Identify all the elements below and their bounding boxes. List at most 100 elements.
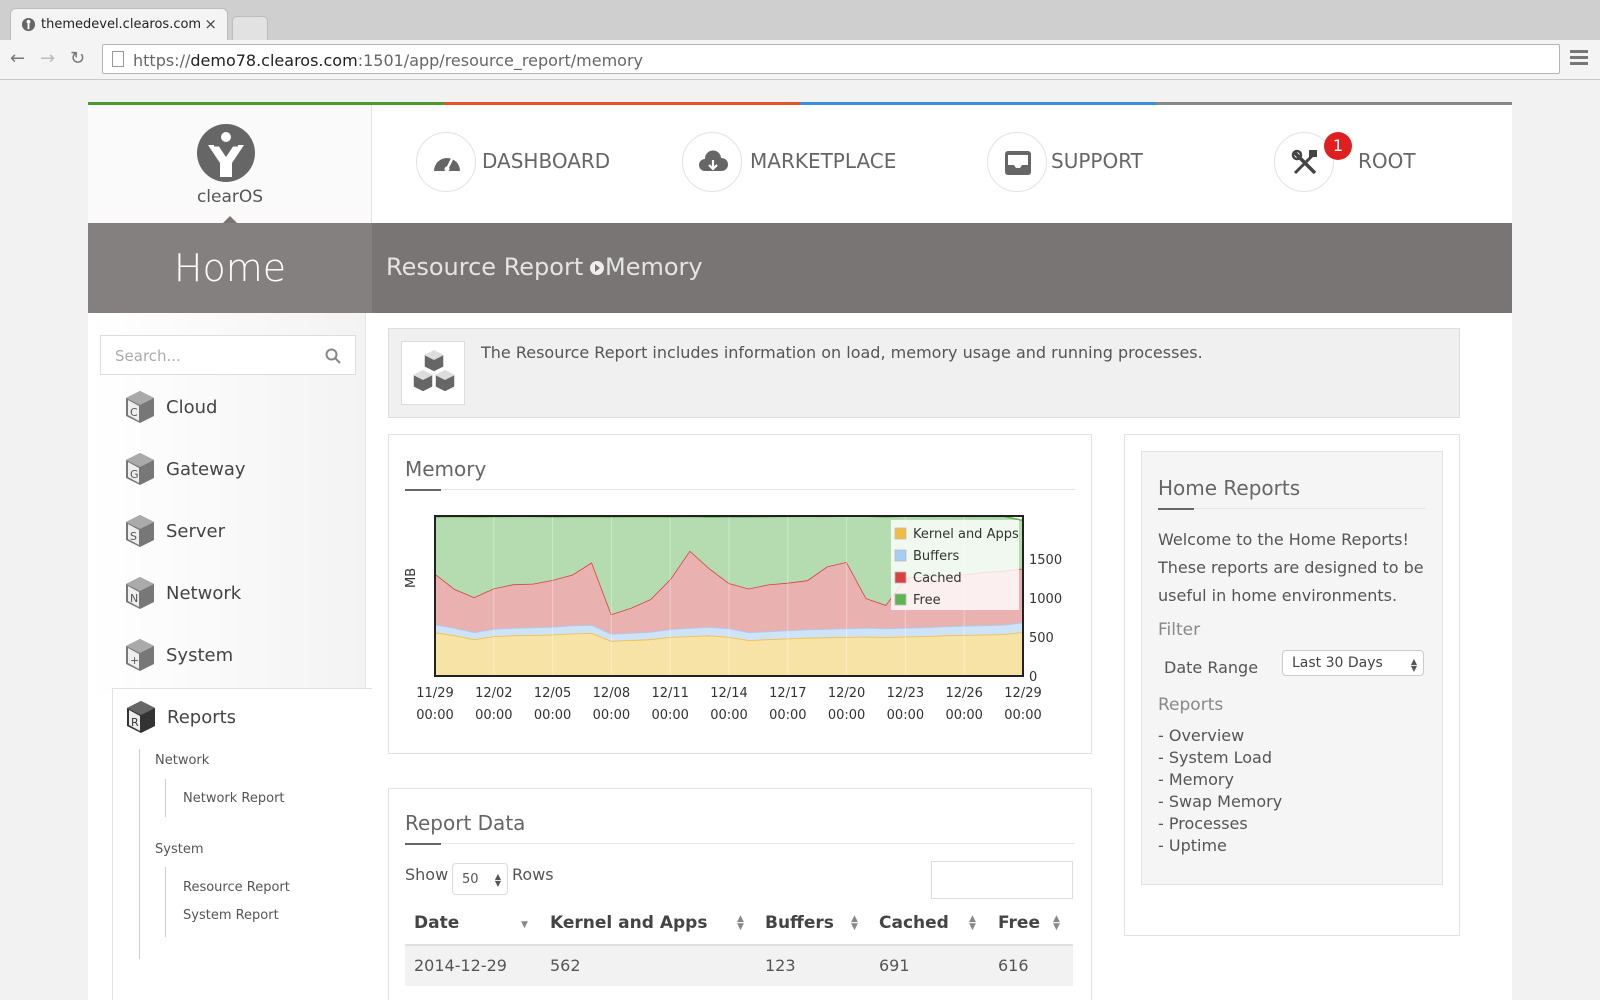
column-header-cached[interactable]: Cached: [879, 913, 949, 933]
legend-label: Cached: [913, 571, 962, 586]
nav-marketplace[interactable]: MARKETPLACE: [682, 132, 912, 192]
table-cell: 123: [765, 956, 796, 975]
y-tick-label: 1000: [1029, 592, 1062, 607]
svg-text:+: +: [130, 654, 139, 667]
x-tick-label: 11/29: [416, 686, 453, 701]
tab-close-icon[interactable]: ×: [204, 15, 217, 33]
page-frame: clearOS DASHBOARD MARKETPLACE SUPPORT: [88, 102, 1512, 1000]
sort-icon[interactable]: ▲ ▼: [851, 914, 858, 932]
network-report-link[interactable]: Network Report: [183, 791, 285, 806]
table-row: [405, 946, 1073, 986]
table-header-rule: [405, 944, 1073, 946]
colorbar-blue: [800, 102, 1156, 105]
x-tick-label: 00:00: [475, 708, 512, 723]
report-link-uptime[interactable]: - Uptime: [1158, 836, 1227, 855]
svg-text:N: N: [130, 592, 138, 605]
column-header-buffers[interactable]: Buffers: [765, 913, 834, 933]
report-link-processes[interactable]: - Processes: [1158, 814, 1248, 833]
gateway-cube-icon: G: [126, 453, 154, 485]
tree-line: [139, 749, 140, 959]
x-tick-label: 12/20: [828, 686, 865, 701]
logo-area[interactable]: clearOS: [88, 105, 372, 223]
browser-menu-icon[interactable]: [1570, 50, 1588, 68]
server-cube-icon: S: [126, 515, 154, 547]
table-cell: 691: [879, 956, 910, 975]
select-updown-icon: ▲ ▼: [494, 872, 501, 888]
page-icon: [112, 51, 124, 67]
reload-icon[interactable]: ↻: [70, 48, 86, 69]
url-host: demo78.clearos.com: [190, 51, 358, 70]
logo-notch: [223, 216, 237, 223]
x-tick-label: 12/29: [1004, 686, 1041, 701]
svg-text:G: G: [130, 468, 139, 481]
sidebar-panel: [88, 313, 366, 693]
search-input[interactable]: Search...: [100, 335, 356, 375]
area-cached: [435, 550, 1023, 634]
legend-label: Kernel and Apps: [913, 527, 1019, 542]
sidebar-item-label: Network: [166, 583, 242, 604]
search-placeholder: Search...: [115, 347, 181, 365]
cloud-download-icon: [682, 132, 742, 192]
report-link-swap-memory[interactable]: - Swap Memory: [1158, 792, 1283, 811]
address-bar[interactable]: https://demo78.clearos.com:1501/app/reso…: [102, 44, 1560, 74]
x-tick-label: 00:00: [651, 708, 688, 723]
sort-desc-icon[interactable]: ▼: [521, 920, 528, 930]
logo-text: clearOS: [196, 187, 264, 207]
url-path: :1501/app/resource_report/memory: [357, 51, 644, 70]
clearos-favicon-icon: [21, 17, 36, 32]
back-arrow-icon[interactable]: ←: [10, 48, 26, 69]
date-range-select[interactable]: Last 30 Days ▲ ▼: [1282, 650, 1424, 676]
cloud-cube-icon: C: [126, 391, 154, 423]
x-tick-label: 12/05: [534, 686, 571, 701]
nav-root[interactable]: 1 ROOT: [1274, 132, 1434, 192]
table-cell: 562: [550, 956, 581, 975]
reports-category-system[interactable]: System: [155, 842, 204, 857]
sidebar: Search... C Cloud G Gateway S Server N N…: [88, 313, 372, 1000]
x-tick-label: 00:00: [828, 708, 865, 723]
x-tick-label: 00:00: [416, 708, 453, 723]
legend-label: Buffers: [913, 549, 959, 564]
sort-icon[interactable]: ▲ ▼: [737, 914, 744, 932]
browser-tab[interactable]: themedevel.clearos.com ×: [10, 8, 228, 40]
tree-line: [165, 867, 166, 937]
sort-icon[interactable]: ▲ ▼: [969, 914, 976, 932]
title-rule: [405, 489, 1075, 491]
x-tick-label: 12/17: [769, 686, 806, 701]
nav-support-label: SUPPORT: [1051, 149, 1143, 173]
column-header-date[interactable]: Date: [414, 913, 460, 933]
report-link-memory[interactable]: - Memory: [1158, 770, 1234, 789]
report-link-overview[interactable]: - Overview: [1158, 726, 1245, 745]
legend-swatch: [894, 527, 907, 540]
svg-text:S: S: [130, 530, 137, 543]
breadcrumb-resource-report[interactable]: Resource Report: [386, 253, 584, 281]
rows-per-page-select[interactable]: 50 ▲ ▼: [452, 863, 508, 895]
resource-report-link[interactable]: Resource Report: [183, 880, 290, 895]
nav-dashboard-label: DASHBOARD: [482, 149, 611, 173]
url-scheme: https://: [133, 51, 191, 70]
notification-badge[interactable]: 1: [1324, 132, 1352, 160]
nav-support[interactable]: SUPPORT: [987, 132, 1167, 192]
search-icon[interactable]: [325, 348, 341, 364]
page-title[interactable]: Home: [88, 223, 372, 313]
new-tab-button[interactable]: [232, 16, 268, 40]
sort-icon[interactable]: ▲ ▼: [1053, 914, 1060, 932]
filter-label: Filter: [1158, 620, 1201, 640]
tree-line: [165, 779, 166, 817]
home-reports-title: Home Reports: [1158, 476, 1301, 500]
nav-marketplace-label: MARKETPLACE: [750, 149, 897, 173]
brand-colorbar: [88, 102, 1512, 105]
nav-dashboard[interactable]: DASHBOARD: [416, 132, 616, 192]
column-header-kernel-apps[interactable]: Kernel and Apps: [550, 913, 708, 933]
forward-arrow-icon[interactable]: →: [40, 48, 56, 69]
page-banner: Home Resource Report Memory: [88, 223, 1512, 313]
reports-category-network[interactable]: Network: [155, 753, 210, 768]
table-filter-input[interactable]: [931, 861, 1073, 899]
x-tick-label: 00:00: [887, 708, 924, 723]
table-cell: 2014-12-29: [414, 956, 507, 975]
y-axis-label: MB: [404, 568, 419, 588]
column-header-free[interactable]: Free: [998, 913, 1040, 933]
report-link-system-load[interactable]: - System Load: [1158, 748, 1272, 767]
area-buffers: [435, 622, 1023, 641]
system-report-link[interactable]: System Report: [183, 908, 279, 923]
rows-per-page-value: 50: [462, 872, 479, 887]
